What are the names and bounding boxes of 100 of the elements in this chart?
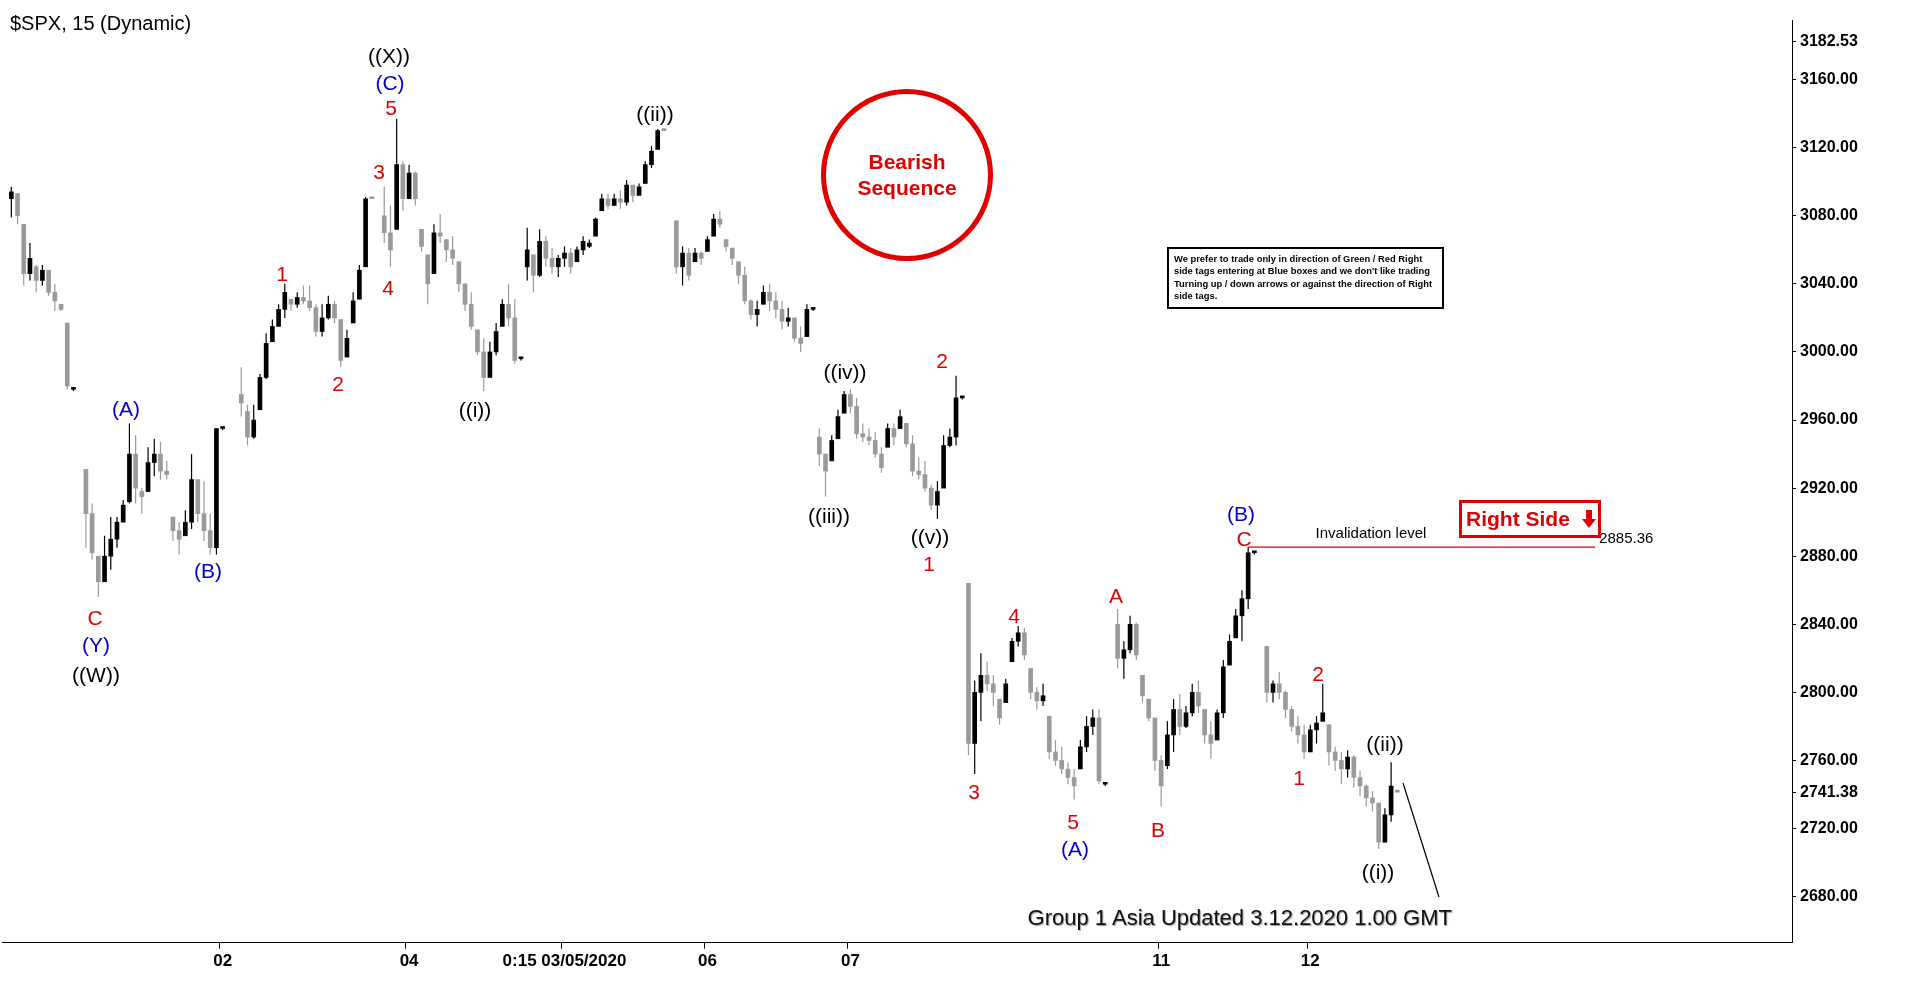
annotation: A	[1108, 584, 1124, 607]
annotation: (C)	[375, 71, 405, 94]
annotation: 1	[276, 262, 288, 285]
candlestick	[928, 484, 934, 511]
candlestick	[1189, 683, 1195, 717]
candlestick	[475, 329, 480, 356]
candlestick	[879, 446, 884, 474]
candlestick	[301, 284, 306, 305]
candlestick	[1363, 783, 1369, 808]
annotation: Group 1 Asia Updated 3.12.2020 1.00 GMT	[1027, 905, 1452, 930]
candlestick	[1146, 698, 1152, 722]
candlestick	[1345, 749, 1350, 779]
annotation: B	[1150, 818, 1166, 841]
annotation: 1	[1293, 766, 1305, 789]
candlestick	[1015, 625, 1021, 648]
annotation: 1	[923, 552, 935, 575]
annotation: Bearish Sequence	[856, 149, 958, 201]
y-tick-label: 2741.38	[1800, 782, 1858, 800]
annotation: Invalidation level	[1315, 523, 1427, 543]
candlestick	[1121, 640, 1127, 680]
candlestick	[1183, 705, 1189, 729]
candlestick	[524, 227, 530, 282]
y-tick-label: 3120.00	[1800, 138, 1858, 156]
y-tick-label: 3160.00	[1800, 69, 1858, 87]
annotation: ((iii))	[808, 504, 850, 527]
y-tick-label: 2720.00	[1800, 818, 1858, 836]
candlestick	[816, 427, 822, 467]
annotation: (B)	[1227, 502, 1255, 525]
candlestick	[332, 300, 337, 324]
candlestick	[251, 404, 257, 440]
annotation: (B)	[194, 559, 222, 582]
annotation: ((W))	[72, 663, 120, 686]
y-tick-label: 3080.00	[1800, 206, 1858, 224]
y-tick-label: 3182.53	[1800, 31, 1858, 49]
y-tick-label: 2680.00	[1800, 887, 1858, 905]
candlestick	[903, 422, 909, 448]
annotation: (A)	[1061, 837, 1089, 860]
candlestick	[46, 269, 51, 297]
candlestick	[8, 186, 14, 219]
candlestick	[829, 434, 835, 462]
candlestick	[872, 431, 878, 459]
candlestick	[785, 307, 791, 327]
y-tick-label: 2760.00	[1800, 750, 1858, 768]
candlestick	[468, 291, 474, 331]
candlestick	[437, 213, 443, 244]
candlestick	[500, 298, 505, 327]
annotation: 2	[936, 349, 948, 372]
annotation: 4	[1008, 604, 1020, 627]
candlestick	[841, 390, 847, 414]
ref-line-label: 2885.36	[1599, 529, 1654, 547]
annotation: 2	[1312, 662, 1324, 685]
x-tick-label: 02	[213, 951, 233, 971]
candlestick	[823, 453, 828, 498]
candlestick	[40, 264, 45, 287]
annotation: (A)	[112, 397, 140, 420]
candlestick	[655, 128, 661, 150]
annotation: C	[87, 606, 103, 629]
candlestick	[916, 456, 922, 481]
candlestick	[456, 261, 462, 293]
annotation: ((iv))	[823, 360, 867, 383]
candlestick	[761, 284, 766, 305]
candlestick	[506, 283, 511, 327]
candlestick	[1003, 678, 1009, 704]
candlestick	[773, 291, 779, 319]
annotation: 5	[1067, 810, 1079, 833]
chart-title: $SPX, 15 (Dynamic)	[10, 11, 192, 34]
candlestick	[15, 193, 20, 225]
x-tick-label: 11	[1152, 951, 1171, 971]
x-tick-label: 0:15 03/05/2020	[502, 951, 627, 971]
candlestick	[164, 460, 170, 481]
candlestick	[183, 509, 188, 537]
candlestick	[325, 295, 331, 321]
candlestick	[1177, 693, 1183, 736]
y-tick-label: 3040.00	[1800, 274, 1858, 292]
candlestick	[885, 422, 891, 448]
candlestick	[686, 247, 692, 282]
annotation: 5	[385, 96, 397, 119]
annotation: Right Side	[1466, 507, 1570, 530]
candlestick	[680, 245, 685, 287]
x-tick-label: 06	[697, 951, 717, 971]
y-tick-label: 2800.00	[1800, 682, 1858, 700]
y-tick-label: 2920.00	[1800, 478, 1858, 496]
x-tick-label: 07	[840, 951, 860, 971]
y-tick-label: 2880.00	[1800, 546, 1858, 564]
candlestick	[624, 179, 629, 207]
annotation: 4	[382, 276, 394, 299]
y-tick-label: 3000.00	[1800, 342, 1858, 360]
candlestick	[1320, 683, 1326, 722]
y-tick-label: 2840.00	[1800, 614, 1858, 632]
candlestick	[1370, 790, 1375, 813]
candlestick	[151, 438, 157, 477]
candlestick	[419, 228, 424, 253]
annotation: ((ii))	[636, 102, 674, 125]
annotation: ((ii))	[1366, 732, 1404, 755]
candlestick	[711, 213, 716, 237]
candlestick	[238, 366, 244, 418]
annotation: ((i))	[458, 398, 492, 421]
candlestick	[33, 264, 39, 293]
candlestick	[1233, 608, 1239, 639]
candlestick	[618, 189, 623, 210]
